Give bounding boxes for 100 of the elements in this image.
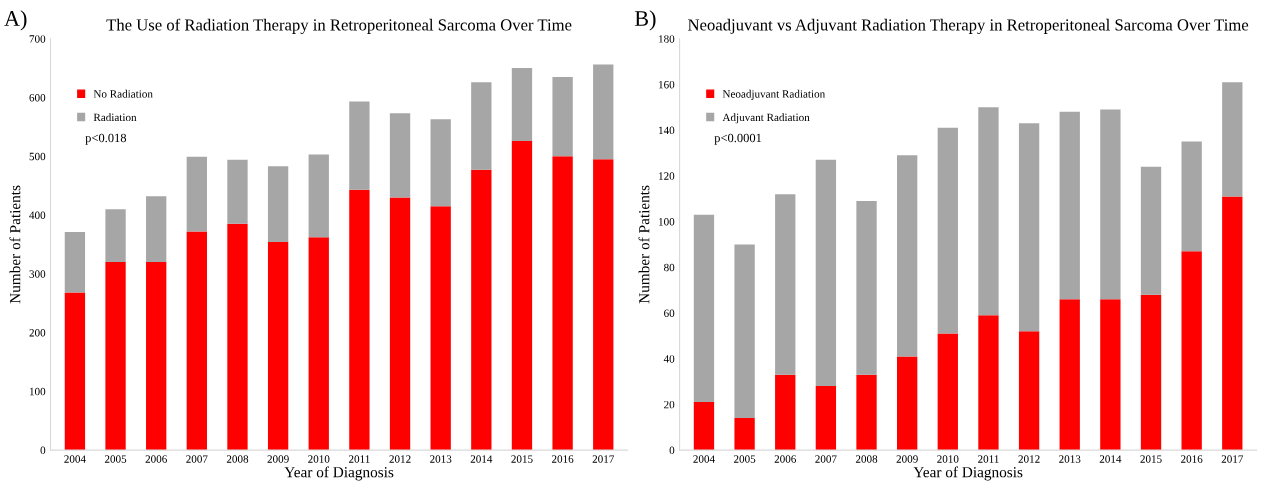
y-tick-label: 140 (659, 126, 675, 135)
bar (856, 374, 877, 451)
bar (1018, 331, 1040, 451)
bar (897, 356, 918, 451)
bar (937, 333, 958, 451)
bar (1018, 123, 1040, 332)
x-tick-label: 2005 (733, 455, 756, 463)
x-tick-label: 2006 (145, 455, 167, 463)
bar (146, 262, 167, 451)
chart-title: The Use of Radiation Therapy in Retroperitoneal Sarcoma Over Time (106, 18, 572, 34)
chart-title: Neoadjuvant vs Adjuvant Radiation Therapy in Retroperitoneal Sarcoma Over Time (688, 18, 1249, 34)
y-axis-title: Number of Patients (9, 185, 21, 304)
x-tick-label: 2017 (592, 455, 615, 463)
bar (775, 194, 796, 375)
legend-label: Neoadjuvant Radiation (722, 89, 826, 100)
y-tick-label: 100 (29, 387, 46, 396)
bar (227, 159, 248, 224)
bar (1222, 82, 1243, 197)
x-tick-label: 2006 (774, 455, 797, 463)
bar (105, 209, 126, 263)
y-tick-label: 60 (664, 309, 675, 317)
x-tick-label: 2012 (389, 455, 411, 463)
legend-label: Radiation (93, 113, 137, 122)
bar (105, 262, 126, 451)
bar (978, 315, 999, 451)
bar (593, 64, 614, 160)
x-tick-label: 2011 (978, 455, 999, 463)
y-tick-label: 300 (29, 270, 46, 278)
x-tick-label: 2015 (511, 455, 533, 463)
x-tick-label: 2004 (64, 455, 86, 463)
bar (815, 386, 837, 451)
legend-label: No Radiation (93, 89, 153, 98)
annotation: p<0.018 (85, 133, 127, 145)
bar (1181, 251, 1202, 451)
bar (1100, 109, 1121, 300)
bar (186, 156, 207, 232)
x-tick-label: 2010 (937, 455, 959, 463)
x-tick-label: 2005 (104, 455, 127, 463)
x-tick-label: 2011 (348, 455, 370, 463)
y-tick-label: 40 (663, 355, 675, 363)
x-tick-label: 2010 (308, 455, 330, 463)
x-tick-label: 2007 (815, 455, 837, 463)
y-tick-label: 500 (29, 152, 46, 161)
bar (471, 169, 492, 451)
x-tick-label: 2009 (896, 455, 918, 463)
y-axis-title: Number of Patients (638, 185, 650, 304)
y-tick-label: 100 (659, 218, 675, 226)
bar (734, 418, 755, 451)
x-tick-label: 2017 (1221, 455, 1244, 463)
y-tick-label: 200 (29, 329, 46, 337)
annotation: p<0.0001 (714, 133, 762, 145)
legend-label: Adjuvant Radiation (722, 113, 810, 124)
bar (267, 242, 289, 451)
bar (1181, 141, 1202, 252)
bar (1140, 166, 1162, 295)
bar (552, 76, 573, 157)
bar (734, 244, 755, 419)
bar (389, 197, 411, 451)
x-tick-label: 2015 (1140, 455, 1162, 463)
x-tick-label: 2004 (693, 455, 715, 463)
bar (308, 237, 329, 451)
y-tick-label: 400 (29, 211, 46, 219)
bar (267, 166, 289, 243)
x-tick-label: 2013 (430, 455, 452, 463)
text: B) (634, 10, 656, 31)
bar (227, 223, 248, 451)
bar (64, 292, 86, 451)
bar (1100, 299, 1121, 451)
x-axis-title: Year of Diagnosis (913, 466, 1023, 481)
bar (693, 214, 715, 403)
bar (978, 107, 999, 316)
bar (775, 374, 796, 451)
bar (471, 82, 492, 170)
x-tick-label: 2009 (267, 455, 289, 463)
bar (349, 189, 370, 451)
y-tick-label: 120 (659, 172, 675, 180)
x-axis-title: Year of Diagnosis (284, 466, 394, 481)
y-tick-label: 600 (29, 93, 46, 102)
x-tick-label: 2008 (855, 455, 878, 463)
y-tick-label: 80 (664, 263, 675, 272)
x-tick-label: 2014 (1099, 455, 1122, 463)
bar (389, 113, 411, 198)
x-tick-label: 2016 (1181, 455, 1203, 463)
bar (815, 159, 837, 387)
text: A) (4, 10, 27, 31)
bar (552, 156, 573, 451)
bar (64, 232, 86, 293)
bar (349, 101, 370, 190)
x-tick-label: 2013 (1059, 455, 1081, 463)
y-tick-label: 700 (29, 35, 46, 43)
x-tick-label: 2007 (186, 455, 208, 463)
bar (1140, 294, 1162, 451)
y-tick-label: 20 (664, 400, 675, 409)
bar (430, 119, 451, 207)
bar (693, 402, 715, 451)
bar (186, 231, 207, 451)
bar (511, 68, 533, 141)
x-tick-label: 2014 (470, 455, 493, 463)
y-tick-label: 180 (659, 35, 675, 43)
bar (1059, 299, 1080, 451)
